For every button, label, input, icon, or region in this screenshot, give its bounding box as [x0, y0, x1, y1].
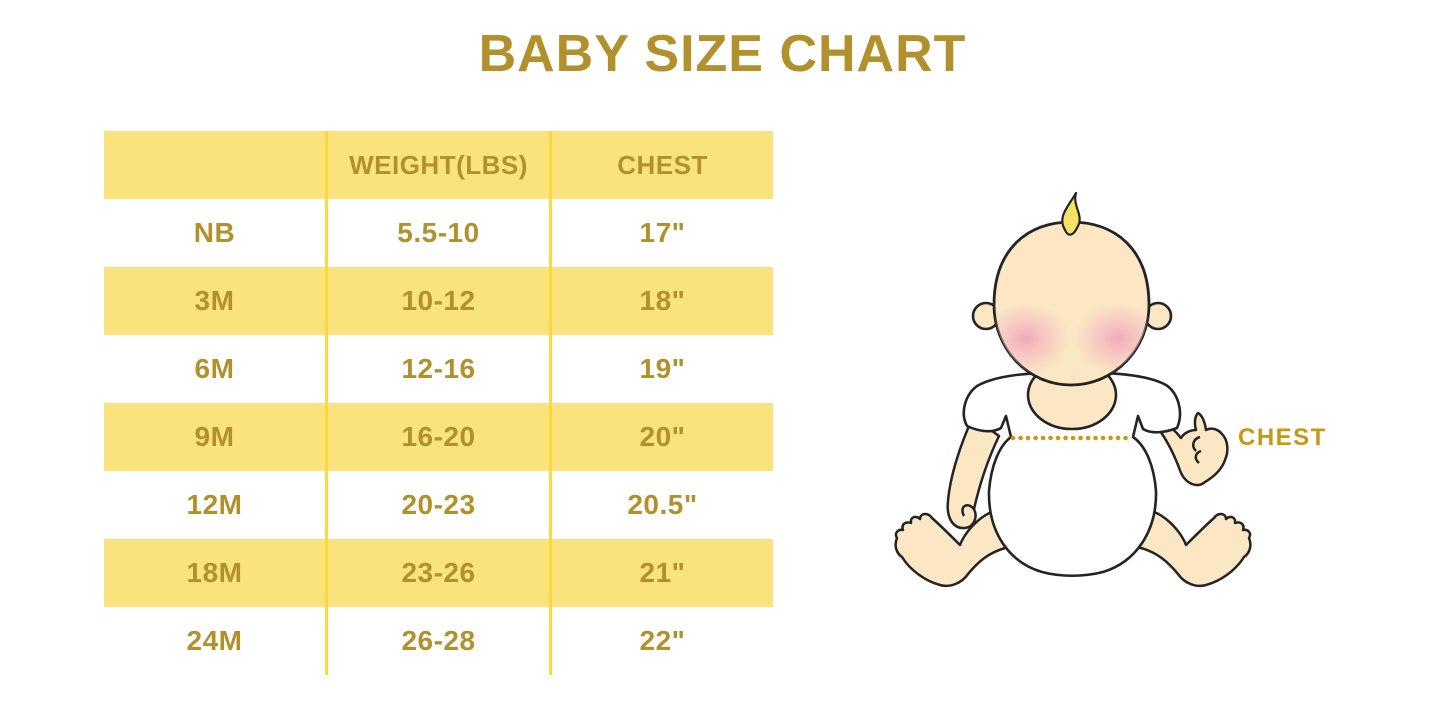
table-row: 6M 12-16 19" [104, 335, 773, 403]
table-row: 24M 26-28 22" [104, 607, 773, 675]
cell-weight: 5.5-10 [325, 199, 549, 267]
cell-size: 9M [194, 421, 235, 452]
cell-size: 24M [186, 625, 243, 656]
header-cell-chest: CHEST [549, 131, 773, 199]
header-cell-size [104, 131, 325, 199]
cell-chest: 20" [549, 403, 773, 471]
cell-chest: 21" [549, 539, 773, 607]
baby-arms [946, 411, 1229, 530]
cell-weight: 16-20 [325, 403, 549, 471]
baby-left-hand-finger [961, 504, 975, 517]
cell-chest: 17" [549, 199, 773, 267]
cell-weight: 26-28 [325, 607, 549, 675]
table-row: NB 5.5-10 17" [104, 199, 773, 267]
baby-illustration [870, 185, 1350, 635]
table-row: 12M 20-23 20.5" [104, 471, 773, 539]
cell-weight: 10-12 [325, 267, 549, 335]
header-cell-weight: WEIGHT(LBS) [325, 131, 549, 199]
table-header-row: WEIGHT(LBS) CHEST [104, 131, 773, 199]
table-row: 9M 16-20 20" [104, 403, 773, 471]
baby-hair-curl [1061, 191, 1081, 236]
baby-fist-fingers [1191, 435, 1202, 464]
cell-size: NB [193, 217, 236, 248]
cell-weight: 23-26 [325, 539, 549, 607]
size-table: WEIGHT(LBS) CHEST NB 5.5-10 17" 3M 10-12… [104, 131, 773, 675]
cell-chest: 19" [549, 335, 773, 403]
cell-chest: 18" [549, 267, 773, 335]
baby-left-arm [946, 415, 1001, 530]
cell-weight: 12-16 [325, 335, 549, 403]
cell-chest: 22" [549, 607, 773, 675]
cell-chest: 20.5" [549, 471, 773, 539]
cell-size: 3M [194, 285, 235, 316]
cell-size: 12M [186, 489, 243, 520]
cell-size: 6M [194, 353, 235, 384]
cell-weight: 20-23 [325, 471, 549, 539]
table-row: 3M 10-12 18" [104, 267, 773, 335]
table-row: 18M 23-26 21" [104, 539, 773, 607]
chest-label: CHEST [1238, 424, 1327, 451]
cell-size: 18M [186, 557, 243, 588]
page-title: BABY SIZE CHART [478, 25, 967, 83]
